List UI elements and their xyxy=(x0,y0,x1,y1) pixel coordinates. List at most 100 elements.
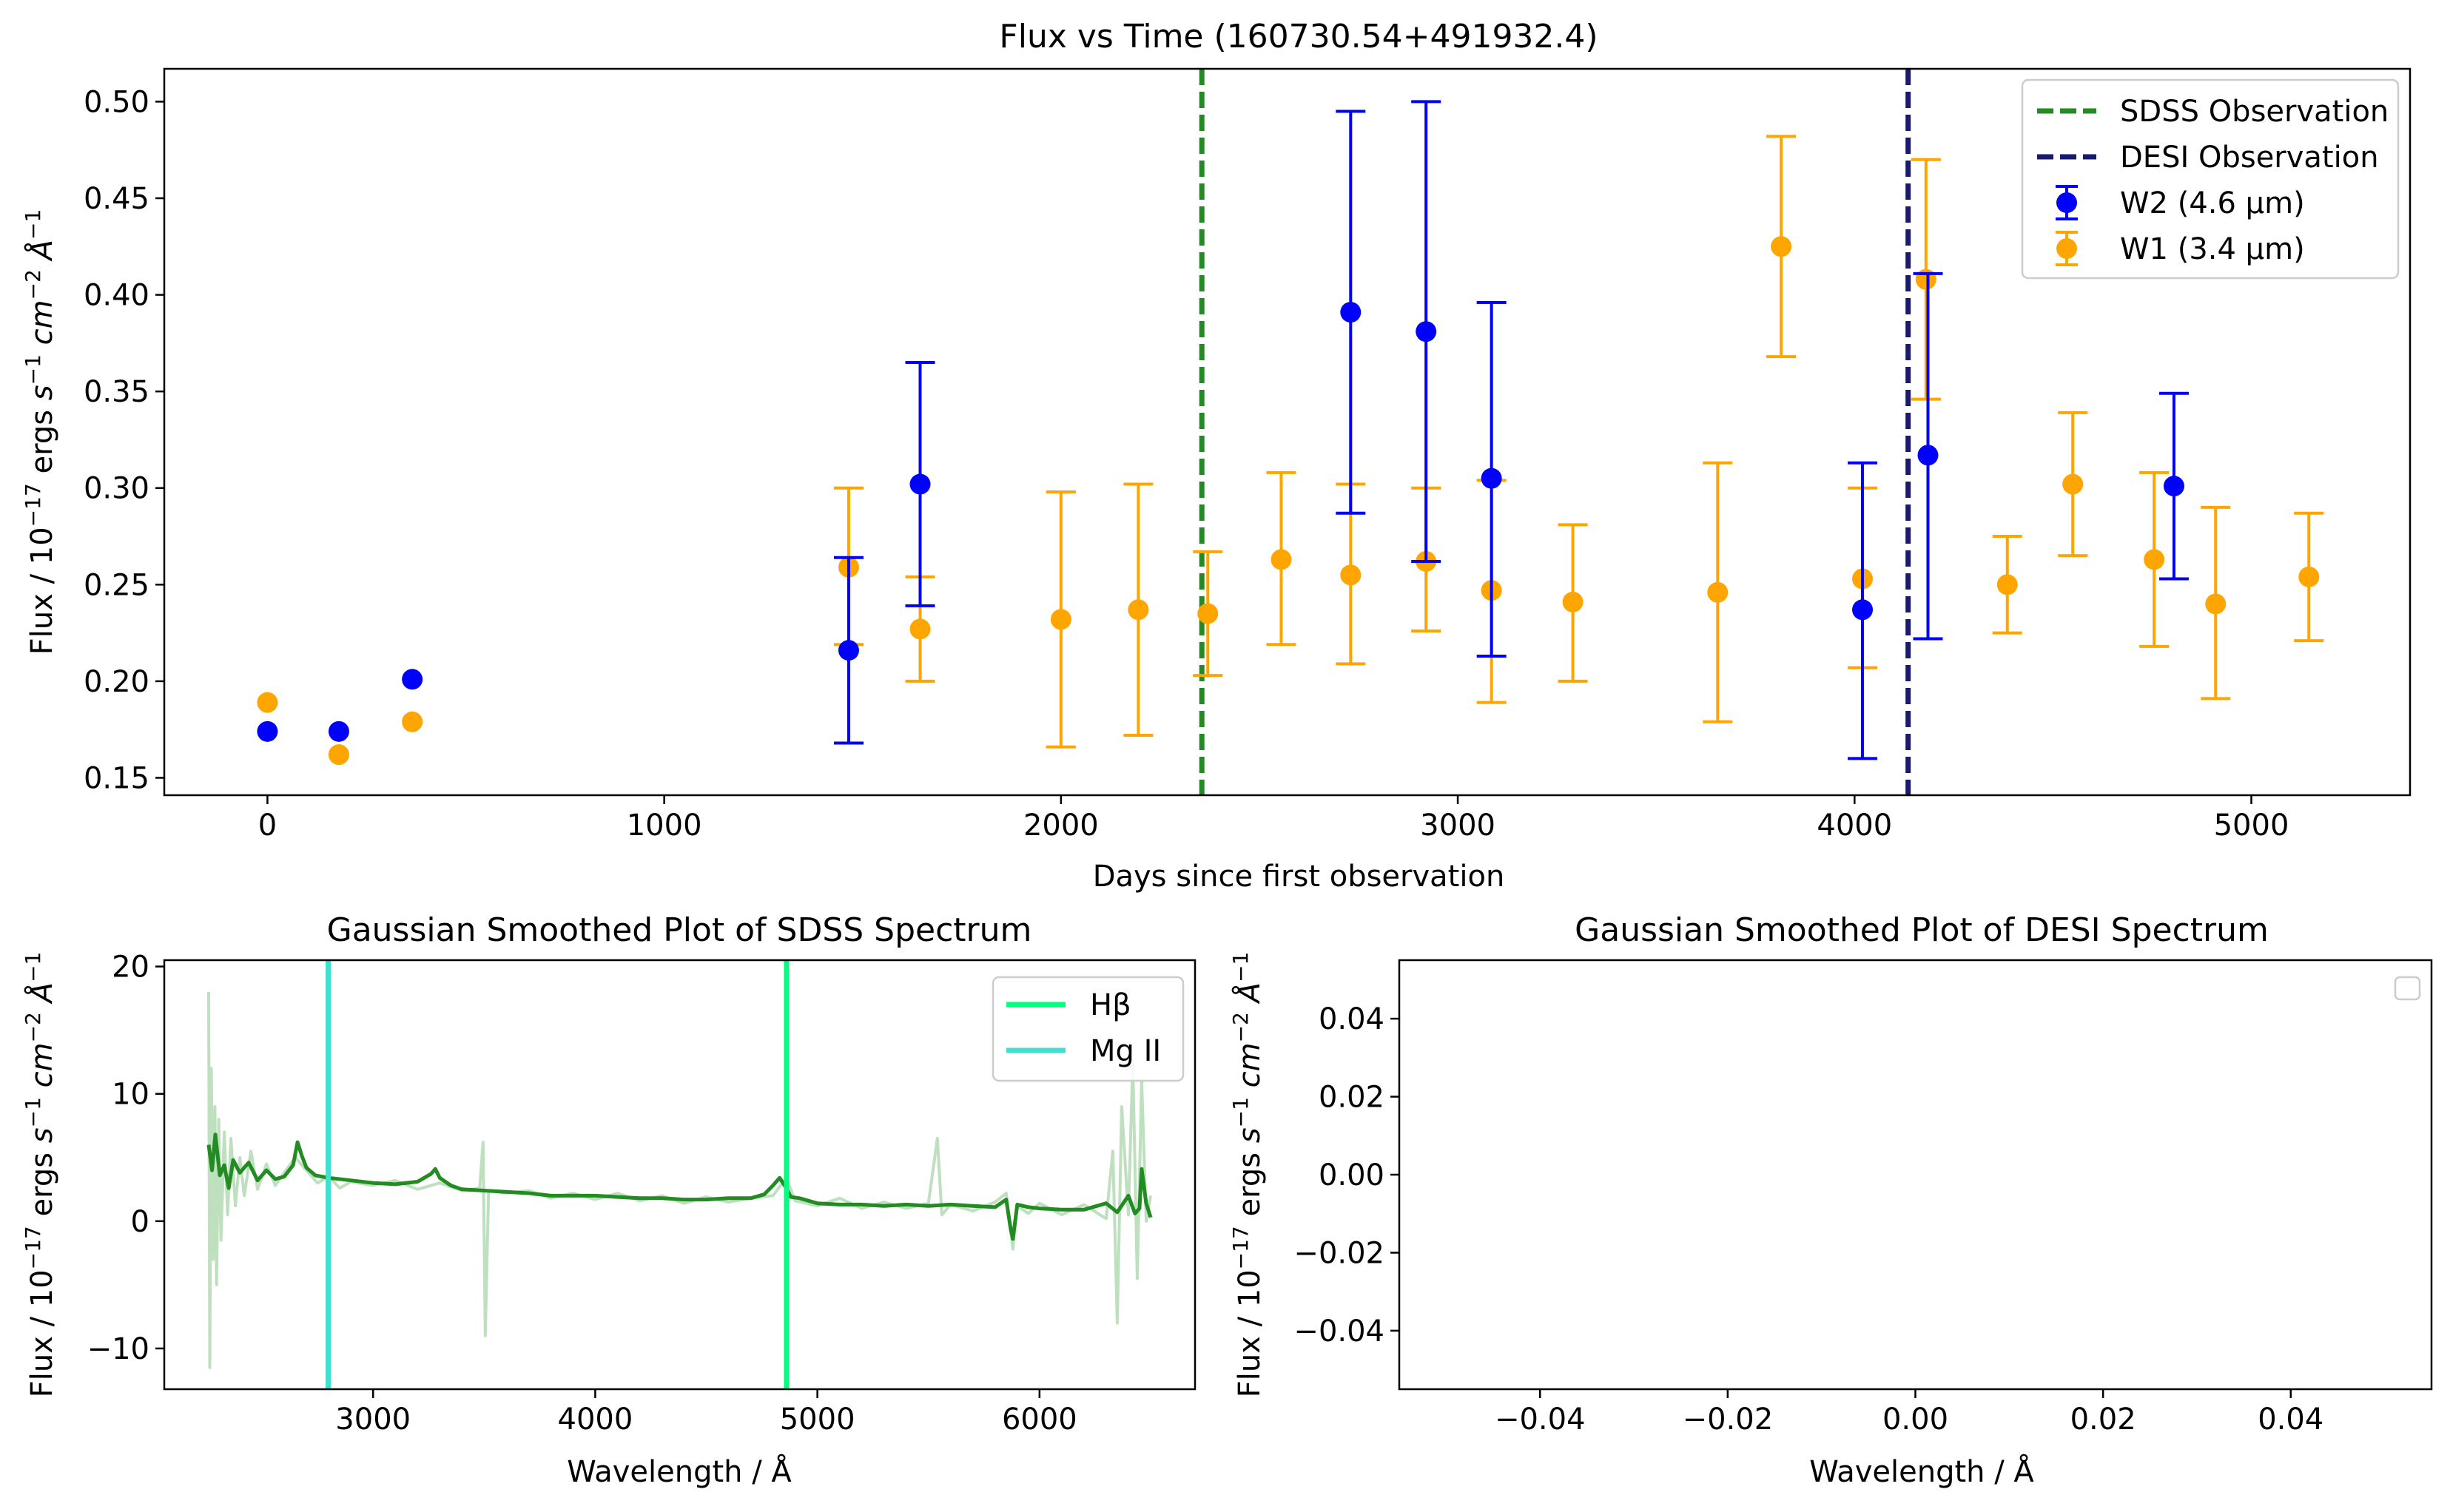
w2-data-point xyxy=(1913,271,1943,641)
w2-marker xyxy=(909,473,931,495)
w1-data-point xyxy=(2058,411,2088,558)
sdss-smoothed-flux-line xyxy=(206,1133,1153,1241)
flux-vs-time-x-ticks: 0 1000 2000 3000 4000 5000 xyxy=(258,795,2289,843)
sdss-spectrum-y-ticks: −10 0 10 20 xyxy=(87,951,164,1366)
w1-data-point xyxy=(1266,470,1296,647)
desi-spectrum-title: Gaussian Smoothed Plot of DESI Spectrum xyxy=(1575,911,2269,949)
legend-w2-marker xyxy=(2056,185,2078,220)
flux-vs-time-y-tick-label: 0.30 xyxy=(84,472,149,506)
w1-marker xyxy=(1340,564,1362,586)
desi-spectrum-y-tick-label: 0.02 xyxy=(1319,1081,1384,1115)
flux-vs-time-y-tick-label: 0.50 xyxy=(84,85,149,119)
desi-spectrum-y-tick-label: −0.02 xyxy=(1293,1236,1384,1270)
flux-vs-time-y-tick-label: 0.15 xyxy=(84,761,149,795)
desi-spectrum-x-tick-label: 0.04 xyxy=(2258,1403,2323,1437)
sdss-spectrum-x-tick-label: 5000 xyxy=(780,1403,855,1437)
w1-marker xyxy=(1771,236,1792,257)
w1-marker xyxy=(1050,609,1071,630)
w2-marker xyxy=(402,669,423,690)
w1-marker xyxy=(257,692,278,713)
legend-hbeta-label: Hβ xyxy=(1090,988,1131,1022)
sdss-spectrum-y-tick-label: 10 xyxy=(112,1078,149,1112)
flux-vs-time-axes-frame xyxy=(163,67,2412,797)
desi-spectrum-y-tick-label: 0.04 xyxy=(1319,1002,1384,1036)
w1-data-point xyxy=(1992,535,2022,635)
w1-data-point xyxy=(1766,135,1797,359)
desi-spectrum-y-ticks: −0.04 −0.02 0.00 0.02 0.04 xyxy=(1293,1002,1399,1349)
w2-marker xyxy=(1481,468,1502,489)
sdss-spectrum-ylabel: Flux / 10−17 ergs s−1 cm−2 Å−1 xyxy=(21,952,59,1398)
desi-spectrum-xlabel: Wavelength / Å xyxy=(1809,1454,2034,1489)
sdss-raw-flux-line xyxy=(207,991,1152,1369)
w1-marker xyxy=(402,711,423,732)
w2-data-point xyxy=(402,669,423,690)
sdss-spectrum-axes-frame xyxy=(163,959,1197,1391)
sdss-spectrum-y-tick-label: −10 xyxy=(87,1332,149,1366)
flux-vs-time-x-tick-label: 3000 xyxy=(1420,809,1495,843)
w2-data-point xyxy=(328,720,349,742)
sdss-spectrum-title: Gaussian Smoothed Plot of SDSS Spectrum xyxy=(327,911,1032,949)
w1-data-point xyxy=(1046,490,1076,749)
sdss-spectrum-y-tick-label: 20 xyxy=(112,951,149,985)
sdss-smoothed-flux xyxy=(206,1133,1153,1241)
w2-data-point xyxy=(1411,100,1441,563)
sdss-raw-flux xyxy=(207,991,1152,1369)
sdss-spectrum-xlabel: Wavelength / Å xyxy=(567,1454,792,1489)
desi-spectrum-y-tick-label: 0.00 xyxy=(1319,1158,1384,1192)
flux-vs-time-legend: SDSS Observation DESI Observation W2 (4.… xyxy=(2021,78,2400,280)
w1-data-point xyxy=(1193,550,1223,678)
legend-mgii-label: Mg II xyxy=(1090,1034,1161,1068)
w1-data-point xyxy=(2294,511,2324,643)
flux-vs-time-y-tick-label: 0.40 xyxy=(84,279,149,313)
sdss-spectrum-x-tick-label: 4000 xyxy=(558,1403,633,1437)
flux-vs-time-y-tick-label: 0.35 xyxy=(84,375,149,409)
w1-data-point xyxy=(1123,482,1154,738)
sdss-spectrum-panel: Gaussian Smoothed Plot of SDSS Spectrum … xyxy=(21,911,1197,1489)
w2-marker xyxy=(1852,599,1874,621)
desi-spectrum-x-tick-label: 0.02 xyxy=(2070,1403,2136,1437)
w2-marker xyxy=(328,720,349,742)
desi-spectrum-x-tick-label: −0.02 xyxy=(1683,1403,1774,1437)
legend-w1-label: W1 (3.4 µm) xyxy=(2120,232,2305,266)
w2-data-point xyxy=(1336,109,1366,515)
w2-data-point xyxy=(1476,301,1507,658)
w1-marker xyxy=(2144,549,2165,570)
w2-data-point xyxy=(2158,391,2189,581)
flux-vs-time-x-tick-label: 1000 xyxy=(627,809,702,843)
w1-marker xyxy=(1707,581,1729,603)
flux-vs-time-x-tick-label: 4000 xyxy=(1817,809,1892,843)
w2-data-point xyxy=(833,556,864,745)
desi-spectrum-x-tick-label: 0.00 xyxy=(1882,1403,1948,1437)
w2-marker xyxy=(838,640,859,661)
sdss-spectrum-legend: Hβ Mg II xyxy=(992,976,1185,1082)
w1-marker xyxy=(2205,593,2227,615)
legend-frame xyxy=(2021,78,2400,280)
legend-w1-marker xyxy=(2056,231,2078,266)
flux-vs-time-y-ticks: 0.15 0.20 0.25 0.30 0.35 0.40 0.45 0.50 xyxy=(84,85,164,795)
w1-marker xyxy=(1128,599,1149,621)
w1-marker xyxy=(328,744,349,766)
w2-marker xyxy=(2163,476,2184,497)
w2-marker xyxy=(1340,302,1362,323)
w1-marker xyxy=(1562,591,1584,612)
w2-marker xyxy=(1917,445,1939,466)
legend-w2-label: W2 (4.6 µm) xyxy=(2120,186,2305,220)
desi-spectrum-y-tick-label: −0.04 xyxy=(1293,1314,1384,1349)
w1-data-point xyxy=(257,692,278,713)
w1-marker xyxy=(909,618,931,640)
desi-spectrum-x-tick-label: −0.04 xyxy=(1495,1403,1586,1437)
flux-vs-time-y-tick-label: 0.45 xyxy=(84,182,149,216)
sdss-spectrum-x-tick-label: 6000 xyxy=(1002,1403,1077,1437)
desi-spectrum-x-ticks: −0.04 −0.02 0.00 0.02 0.04 xyxy=(1495,1389,2323,1437)
sdss-spectrum-x-ticks: 3000 4000 5000 6000 xyxy=(335,1389,1077,1437)
legend-sdss-label: SDSS Observation xyxy=(2120,95,2389,129)
light-curve-series xyxy=(257,100,2324,766)
flux-vs-time-xlabel: Days since first observation xyxy=(1093,860,1505,894)
w1-data-point xyxy=(402,711,423,732)
sdss-spectrum-x-tick-label: 3000 xyxy=(335,1403,411,1437)
w2-marker xyxy=(1416,321,1437,342)
flux-vs-time-y-tick-label: 0.20 xyxy=(84,665,149,699)
flux-vs-time-x-tick-label: 5000 xyxy=(2214,809,2289,843)
w2-data-point xyxy=(905,360,935,608)
